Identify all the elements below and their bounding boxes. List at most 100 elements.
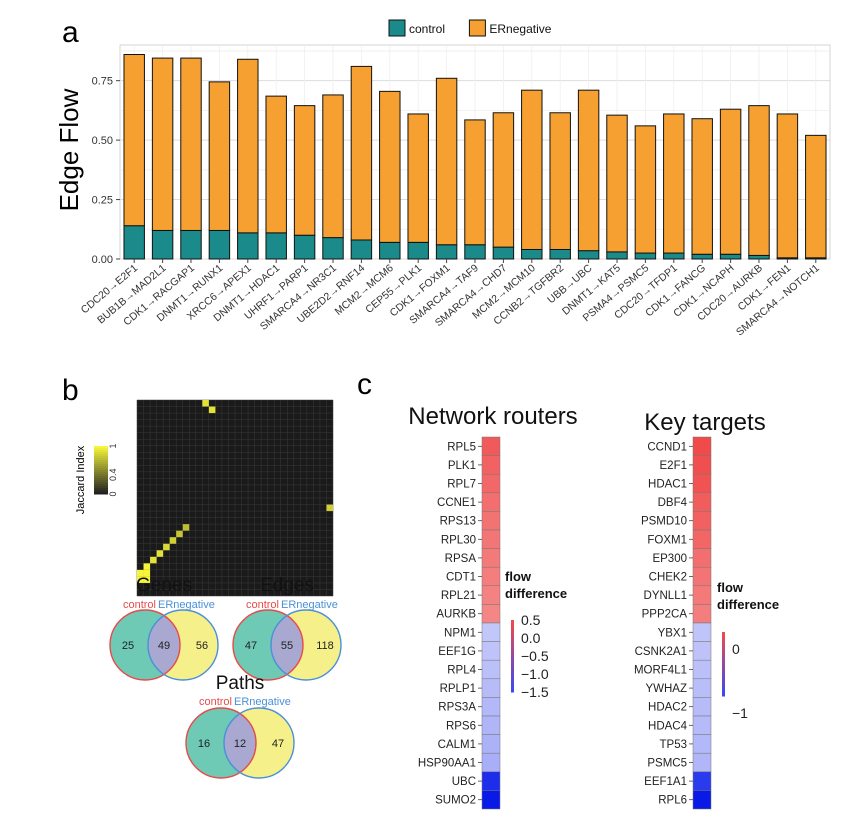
bar-ERnegative [293, 105, 316, 236]
legend-gradient [511, 684, 514, 689]
bar-control [180, 229, 202, 260]
heatmap-cell [692, 548, 712, 568]
row-label: EEF1G [438, 646, 476, 658]
bar-ERnegative [379, 90, 401, 243]
colorbar-segment [94, 458, 108, 461]
heatmap-cell [692, 734, 712, 754]
bar-control [663, 252, 685, 260]
heatmap-cell [481, 548, 501, 568]
heatmap-cell [137, 576, 144, 583]
row-label: DYNLL1 [644, 590, 687, 602]
bar-ERnegative [549, 112, 571, 250]
venn-right-count: 47 [272, 738, 284, 750]
venn-right-label: ERnegative [281, 599, 338, 611]
legend-gradient [511, 641, 514, 646]
heatmap-cell [150, 556, 157, 564]
bar-control [123, 225, 145, 260]
bar-control [208, 229, 231, 260]
bar-ERnegative [322, 94, 344, 239]
y-tick-label: 0.50 [92, 135, 113, 147]
row-label: MORF4L1 [634, 665, 687, 677]
bar-ERnegative [435, 77, 458, 246]
colorbar-segment [94, 448, 108, 451]
venn-right-outline [270, 609, 342, 681]
row-label: PSMD10 [641, 516, 687, 528]
legend-label-ERnegative: ERnegative [489, 22, 551, 36]
heatmap-cell [156, 550, 164, 557]
heatmap-cell [692, 566, 712, 587]
legend-gradient [511, 663, 514, 668]
colorbar-segment [94, 464, 108, 467]
heatmap-cell [481, 473, 501, 494]
row-label: CCND1 [647, 441, 687, 453]
jaccard-heatmap: Jaccard Index 10.40 [75, 399, 334, 597]
venn-genes: Genes control ERnegative 25 49 56 [109, 575, 219, 681]
legend-gradient [722, 641, 725, 646]
heatmap-cell [692, 641, 712, 661]
bar-chart: control ERnegative Edge Flow 0.00 0.25 0.50… [54, 19, 831, 338]
row-label: RPL5 [447, 441, 476, 453]
bar-control [151, 229, 174, 260]
heatmap-cell [692, 492, 712, 512]
venn-overlap-count: 55 [281, 640, 293, 652]
legend-gradient [511, 638, 514, 643]
colorbar-segment [94, 468, 108, 471]
venn-overlap [224, 708, 256, 778]
heatmap-cell [692, 678, 712, 698]
legend-gradient [722, 635, 725, 639]
venn-left-count: 47 [245, 640, 257, 652]
bar-control [549, 248, 571, 260]
legend-gradient [511, 623, 514, 628]
row-label: RPL6 [658, 795, 687, 807]
bar-control [577, 250, 600, 260]
row-label: RPL21 [441, 590, 476, 602]
bar-ERnegative [691, 118, 713, 255]
colorbar-segment [94, 482, 108, 485]
row-label: HSP90AA1 [418, 758, 476, 770]
colorbar-tick-label: 0.4 [108, 469, 118, 482]
legend-tick-label: −1 [732, 705, 748, 721]
legend-label-control: control [409, 22, 445, 36]
legend-gradient [722, 667, 725, 671]
legend-gradient [722, 660, 725, 665]
heatmap-cell [163, 543, 170, 551]
bar-control [293, 234, 316, 260]
heatmap-cell [692, 436, 712, 456]
heatmap-cell [143, 563, 151, 570]
y-tick-label: 0.00 [92, 254, 113, 266]
bar-ERnegative [521, 89, 543, 250]
bar-ERnegative [208, 81, 231, 231]
row-label: RPL7 [447, 479, 476, 491]
venn-overlap-count: 12 [234, 738, 246, 750]
bar-ERnegative [634, 125, 657, 254]
bar-ERnegative [492, 112, 515, 248]
legend-gradient [722, 680, 725, 684]
venn-left-outline [232, 609, 304, 681]
legend-gradient [511, 674, 514, 679]
bar-control [634, 252, 657, 260]
row-label: CDT1 [446, 572, 476, 584]
legend-gradient [722, 686, 725, 691]
heatmap-cell [692, 455, 712, 475]
heatmap-cell [481, 604, 501, 624]
bar-ERnegative [180, 57, 202, 231]
row-label: NPM1 [444, 627, 476, 639]
venn-left-label: control [199, 696, 232, 708]
venn-right-outline [223, 707, 295, 779]
row-label: EEF1A1 [644, 776, 687, 788]
row-label: CALM1 [438, 739, 476, 751]
legend-gradient [722, 648, 725, 652]
venn-left-count: 25 [122, 640, 134, 652]
legend-gradient [722, 683, 725, 687]
row-label: TP53 [660, 739, 688, 751]
heatmap-cell [692, 529, 712, 549]
bar-control [719, 253, 742, 260]
row-label: RPS6 [446, 720, 476, 732]
heatmap-cell [208, 406, 216, 414]
heatmap-cell [692, 752, 712, 773]
row-label: PPP2CA [642, 609, 688, 621]
colorbar-segment [94, 456, 108, 459]
row-label: CHEK2 [649, 572, 687, 584]
